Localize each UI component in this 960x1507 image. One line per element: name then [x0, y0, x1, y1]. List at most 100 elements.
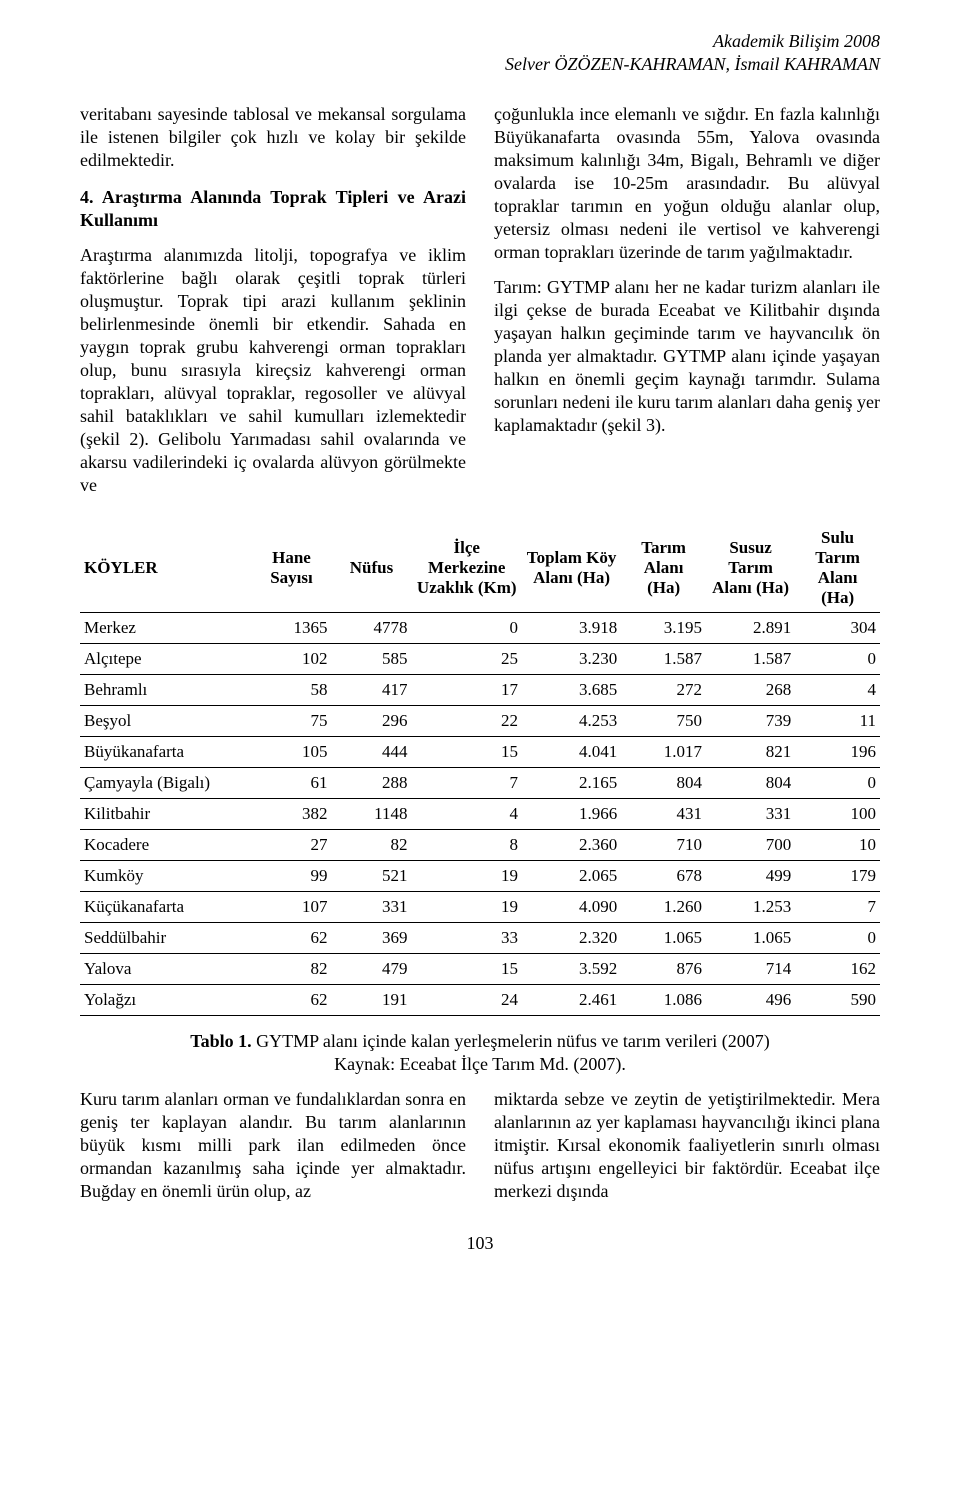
table-cell: 331 — [706, 798, 795, 829]
table-cell: 100 — [795, 798, 880, 829]
table-cell: 4.253 — [522, 705, 621, 736]
table-cell: 750 — [621, 705, 706, 736]
table-cell: 2.165 — [522, 767, 621, 798]
top-columns: veritabanı sayesinde tablosal ve mekansa… — [80, 103, 880, 498]
table-cell: 710 — [621, 829, 706, 860]
table-cell: 1.260 — [621, 891, 706, 922]
table-cell: 4 — [795, 674, 880, 705]
table-cell: 196 — [795, 736, 880, 767]
table-cell: 61 — [252, 767, 332, 798]
table-cell: Büyükanafarta — [80, 736, 252, 767]
table-cell: 3.195 — [621, 612, 706, 643]
table-cell: 0 — [795, 922, 880, 953]
table-row: Kocadere278282.36071070010 — [80, 829, 880, 860]
table-cell: 479 — [331, 953, 411, 984]
table-cell: 4.090 — [522, 891, 621, 922]
table-cell: 107 — [252, 891, 332, 922]
table-cell: 1.966 — [522, 798, 621, 829]
bottom-right-para: miktarda sebze ve zeytin de yetiştirilme… — [494, 1088, 880, 1203]
table-cell: Merkez — [80, 612, 252, 643]
table-cell: 2.461 — [522, 984, 621, 1015]
table-cell: 1.253 — [706, 891, 795, 922]
table-caption-label: Tablo 1. — [190, 1031, 251, 1051]
table-cell: Alçıtepe — [80, 643, 252, 674]
table-cell: 17 — [412, 674, 522, 705]
table-cell: 521 — [331, 860, 411, 891]
table-row: Kilitbahir382114841.966431331100 — [80, 798, 880, 829]
table-cell: Kilitbahir — [80, 798, 252, 829]
table-row: Seddülbahir62369332.3201.0651.0650 — [80, 922, 880, 953]
table-cell: 1.587 — [621, 643, 706, 674]
table-cell: 3.592 — [522, 953, 621, 984]
table-cell: 10 — [795, 829, 880, 860]
table-cell: 876 — [621, 953, 706, 984]
table-cell: 4.041 — [522, 736, 621, 767]
left-column: veritabanı sayesinde tablosal ve mekansa… — [80, 103, 466, 498]
right-para-1: çoğunlukla ince elemanlı ve sığdır. En f… — [494, 103, 880, 264]
col-hane: Hane Sayısı — [252, 524, 332, 613]
table-cell: 417 — [331, 674, 411, 705]
table-cell: 22 — [412, 705, 522, 736]
col-tarim: Tarım Alanı (Ha) — [621, 524, 706, 613]
header-line-2: Selver ÖZÖZEN-KAHRAMAN, İsmail KAHRAMAN — [80, 53, 880, 76]
table-cell: 1.017 — [621, 736, 706, 767]
table-cell: 444 — [331, 736, 411, 767]
table-cell: 25 — [412, 643, 522, 674]
table-row: Merkez1365477803.9183.1952.891304 — [80, 612, 880, 643]
table-cell: 369 — [331, 922, 411, 953]
table-cell: 8 — [412, 829, 522, 860]
table-cell: 19 — [412, 860, 522, 891]
table-caption-text: GYTMP alanı içinde kalan yerleşmelerin n… — [252, 1031, 770, 1051]
table-cell: 1.086 — [621, 984, 706, 1015]
col-sulu: Sulu Tarım Alanı (Ha) — [795, 524, 880, 613]
table-cell: 304 — [795, 612, 880, 643]
table-cell: 102 — [252, 643, 332, 674]
table-cell: 2.360 — [522, 829, 621, 860]
table-cell: 162 — [795, 953, 880, 984]
col-nufus: Nüfus — [331, 524, 411, 613]
col-susuz: Susuz Tarım Alanı (Ha) — [706, 524, 795, 613]
page-number: 103 — [80, 1233, 880, 1254]
table-cell: Behramlı — [80, 674, 252, 705]
table-cell: 24 — [412, 984, 522, 1015]
table-cell: 7 — [412, 767, 522, 798]
table-cell: 2.320 — [522, 922, 621, 953]
table-cell: Kumköy — [80, 860, 252, 891]
table-cell: 58 — [252, 674, 332, 705]
table-cell: 179 — [795, 860, 880, 891]
table-cell: 585 — [331, 643, 411, 674]
table-cell: 82 — [252, 953, 332, 984]
table-cell: 82 — [331, 829, 411, 860]
table-cell: Yalova — [80, 953, 252, 984]
table-cell: 62 — [252, 984, 332, 1015]
table-cell: 331 — [331, 891, 411, 922]
table-cell: 27 — [252, 829, 332, 860]
table-cell: 1.065 — [621, 922, 706, 953]
table-cell: 431 — [621, 798, 706, 829]
col-toplam: Toplam Köy Alanı (Ha) — [522, 524, 621, 613]
left-para-2: Araştırma alanımızda litolji, topografya… — [80, 244, 466, 497]
table-cell: 288 — [331, 767, 411, 798]
villages-table: KÖYLER Hane Sayısı Nüfus İlçe Merkezine … — [80, 524, 880, 1016]
table-cell: 0 — [412, 612, 522, 643]
table-cell: 499 — [706, 860, 795, 891]
table-row: Alçıtepe102585253.2301.5871.5870 — [80, 643, 880, 674]
table-cell: 382 — [252, 798, 332, 829]
table-cell: 11 — [795, 705, 880, 736]
table-cell: 4778 — [331, 612, 411, 643]
table-cell: 7 — [795, 891, 880, 922]
table-cell: 62 — [252, 922, 332, 953]
table-cell: 191 — [331, 984, 411, 1015]
table-cell: Çamyayla (Bigalı) — [80, 767, 252, 798]
table-cell: 714 — [706, 953, 795, 984]
table-cell: Yolağzı — [80, 984, 252, 1015]
table-cell: 3.918 — [522, 612, 621, 643]
table-header-row: KÖYLER Hane Sayısı Nüfus İlçe Merkezine … — [80, 524, 880, 613]
table-row: Kumköy99521192.065678499179 — [80, 860, 880, 891]
right-para-2: Tarım: GYTMP alanı her ne kadar turizm a… — [494, 276, 880, 437]
table-cell: Beşyol — [80, 705, 252, 736]
col-koyler: KÖYLER — [80, 524, 252, 613]
table-cell: 1365 — [252, 612, 332, 643]
table-cell: 1.587 — [706, 643, 795, 674]
bottom-columns: Kuru tarım alanları orman ve fundalıklar… — [80, 1088, 880, 1203]
